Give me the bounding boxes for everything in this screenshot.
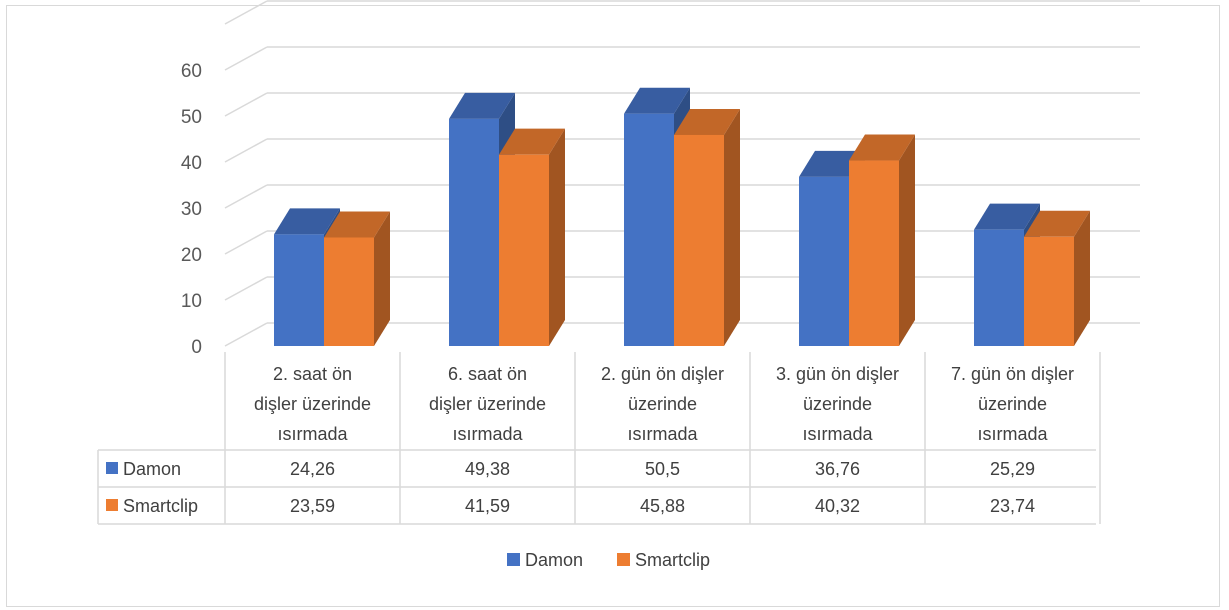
bar bbox=[849, 160, 899, 346]
category-label: 7. gün ön dişler üzerinde ısırmada bbox=[951, 364, 1074, 444]
side-gridline bbox=[224, 138, 268, 163]
bar-top bbox=[674, 108, 740, 135]
side-gridline bbox=[224, 276, 268, 301]
category-label: 2. saat ön dişler üzerinde ısırmada bbox=[254, 364, 371, 444]
category-label: 2. gün ön dişler üzerinde ısırmada bbox=[601, 364, 724, 444]
bar bbox=[624, 113, 674, 346]
bar-top bbox=[274, 208, 340, 235]
side-gridline bbox=[224, 184, 268, 209]
bar-top bbox=[449, 92, 515, 119]
data-table-cell: 45,88 bbox=[640, 496, 685, 516]
bar-top bbox=[499, 128, 565, 155]
bar bbox=[974, 229, 1024, 346]
data-table-cell: 23,74 bbox=[990, 496, 1035, 516]
bar-top bbox=[799, 150, 865, 177]
bar-top bbox=[1024, 210, 1090, 237]
data-table-cell: 41,59 bbox=[465, 496, 510, 516]
bar bbox=[1024, 236, 1074, 346]
bar bbox=[799, 176, 849, 346]
bar-side bbox=[374, 211, 390, 346]
bar-side bbox=[724, 108, 740, 347]
legend-swatch-damon bbox=[507, 553, 520, 566]
data-table-cell: 25,29 bbox=[990, 459, 1035, 479]
category-label: 3. gün ön dişler üzerinde ısırmada bbox=[776, 364, 899, 444]
series-row-label: Damon bbox=[123, 459, 181, 479]
bar bbox=[499, 154, 549, 346]
bar-top bbox=[849, 134, 915, 161]
legend-swatch-smartclip bbox=[617, 553, 630, 566]
bar-top bbox=[624, 87, 690, 114]
y-tick-label: 50 bbox=[181, 107, 202, 128]
y-tick-label: 30 bbox=[181, 199, 202, 220]
side-gridline bbox=[224, 230, 268, 255]
category-label: 6. saat ön dişler üzerinde ısırmada bbox=[429, 364, 546, 444]
legend-label: Damon bbox=[525, 550, 583, 570]
series-row-label: Smartclip bbox=[123, 496, 198, 516]
y-tick-label: 40 bbox=[181, 153, 202, 174]
data-table-cell: 23,59 bbox=[290, 496, 335, 516]
y-tick-label: 20 bbox=[181, 245, 202, 266]
data-table-cell: 24,26 bbox=[290, 459, 335, 479]
bar bbox=[674, 134, 724, 346]
series-key-swatch bbox=[106, 462, 118, 474]
side-gridline bbox=[224, 322, 268, 347]
y-tick-label: 60 bbox=[181, 61, 202, 82]
bar-side bbox=[549, 128, 565, 346]
y-tick-label: 10 bbox=[181, 291, 202, 312]
data-table-cell: 49,38 bbox=[465, 459, 510, 479]
bar bbox=[324, 237, 374, 346]
bar-top bbox=[974, 203, 1040, 230]
y-tick-label: 0 bbox=[191, 337, 202, 358]
bar-side bbox=[1074, 210, 1090, 346]
data-table-cell: 40,32 bbox=[815, 496, 860, 516]
data-table-cell: 50,5 bbox=[645, 459, 680, 479]
side-gridline bbox=[224, 0, 268, 25]
series-key-swatch bbox=[106, 499, 118, 511]
bar-top bbox=[324, 211, 390, 238]
bar bbox=[274, 234, 324, 346]
side-gridline bbox=[224, 92, 268, 117]
legend-label: Smartclip bbox=[635, 550, 710, 570]
bar bbox=[449, 118, 499, 347]
side-gridline bbox=[224, 46, 268, 71]
data-table-cell: 36,76 bbox=[815, 459, 860, 479]
bar-side bbox=[899, 134, 915, 346]
